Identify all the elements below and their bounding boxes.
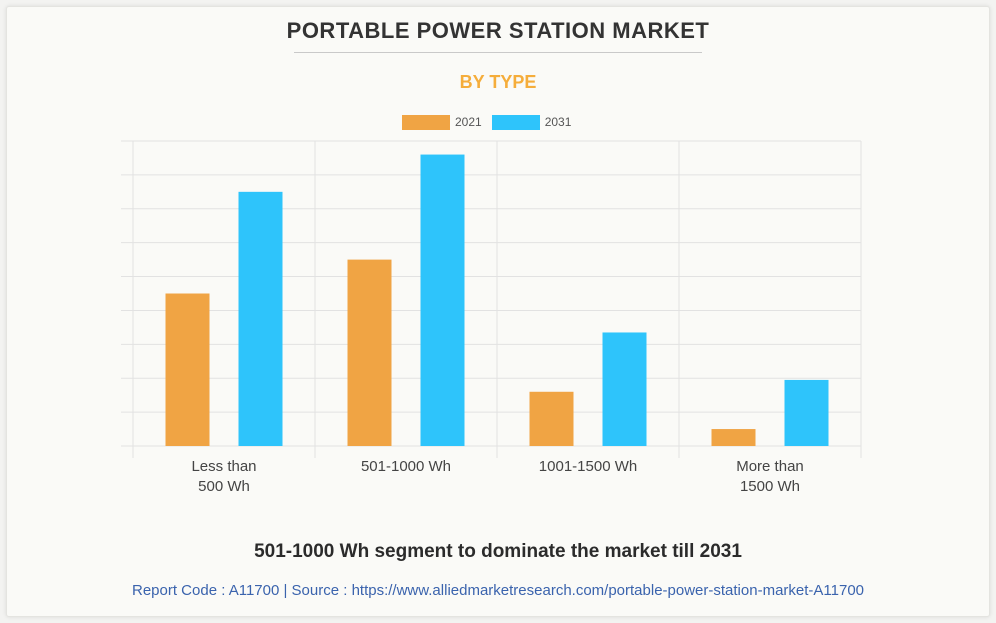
title-divider [294, 52, 702, 53]
x-tick-label-line: More than [736, 458, 804, 475]
chart-caption: 501-1000 Wh segment to dominate the mark… [254, 541, 742, 562]
bar-2031-0[interactable] [238, 191, 283, 446]
chart-title: PORTABLE POWER STATION MARKET [286, 18, 710, 43]
bar-2031-1[interactable] [420, 154, 465, 447]
x-tick-label-line: 1500 Wh [740, 478, 800, 495]
bar-2021-0[interactable] [165, 293, 210, 447]
bar-2021-3[interactable] [711, 429, 756, 446]
chart-legend: 2021 2031 [402, 113, 581, 131]
x-tick-label: 1001-1500 Wh [539, 458, 637, 475]
x-tick-label: 501-1000 Wh [361, 458, 451, 475]
bar-2021-2[interactable] [529, 391, 574, 446]
legend-swatch-2031 [491, 114, 540, 130]
x-tick-label: More than 1500 Wh [736, 458, 804, 495]
bar-2021-1[interactable] [347, 259, 392, 446]
legend-label-2031: 2031 [544, 115, 572, 129]
chart-subtitle: BY TYPE [459, 72, 537, 92]
legend-swatch-2021 [402, 114, 450, 130]
x-tick-label-line: 501-1000 Wh [361, 458, 451, 475]
legend-item-2021[interactable]: 2021 [402, 114, 482, 130]
report-source-link[interactable]: Report Code : A11700 | Source : https://… [131, 582, 865, 599]
legend-label-2021: 2021 [455, 115, 482, 129]
legend-item-2031[interactable]: 2031 [491, 114, 572, 130]
x-tick-label: Less than 500 Wh [191, 458, 256, 495]
x-tick-label-line: 1001-1500 Wh [539, 458, 637, 475]
x-tick-label-line: 500 Wh [198, 478, 250, 495]
x-tick-label-line: Less than [191, 458, 256, 475]
bar-2031-3[interactable] [784, 379, 829, 446]
bar-2031-2[interactable] [602, 332, 647, 446]
